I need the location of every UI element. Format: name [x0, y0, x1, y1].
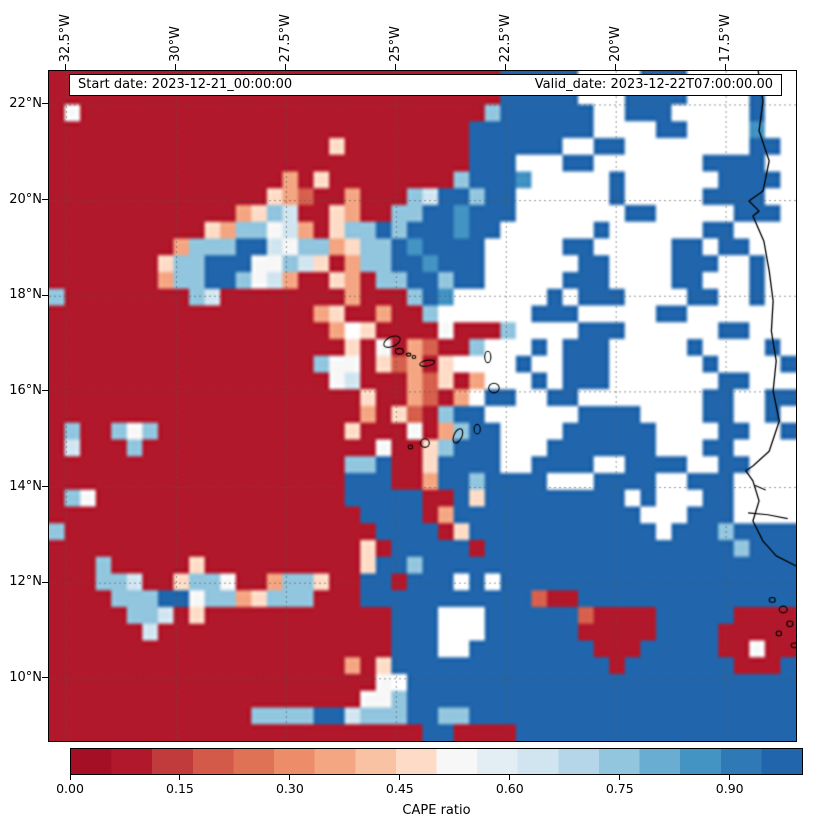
lon-tick-label: 30°W: [167, 0, 185, 62]
colorbar: [70, 748, 803, 775]
lon-tick-label: 32.5°W: [57, 0, 75, 62]
lon-tick-label-text: 20°W: [607, 26, 623, 62]
colorbar-tick: [509, 775, 511, 780]
colorbar-tick: [179, 775, 181, 780]
colorbar-tick-label: 0.00: [56, 781, 84, 796]
lat-tick-label: 16°N: [9, 382, 42, 398]
lon-tick-label: 20°W: [606, 0, 624, 62]
lon-tick-label-text: 27.5°W: [277, 13, 293, 62]
lon-tick-label: 27.5°W: [276, 0, 294, 62]
colorbar-tick: [69, 775, 71, 780]
colorbar-tick: [619, 775, 621, 780]
lon-tick-label: 17.5°W: [716, 0, 734, 62]
lon-tick-label-text: 17.5°W: [717, 13, 733, 62]
colorbar-tick: [289, 775, 291, 780]
lat-tick-label: 22°N: [9, 95, 42, 111]
lon-tick-label-text: 25°W: [387, 26, 403, 62]
lon-tick-label: 22.5°W: [496, 0, 514, 62]
colorbar-tick: [399, 775, 401, 780]
start-date-annotation: Start date: 2023-12-21_00:00:00: [78, 77, 293, 92]
annotation-strip: Start date: 2023-12-21_00:00:00 Valid_da…: [69, 74, 782, 96]
colorbar-tick-label: 0.30: [275, 781, 304, 796]
colorbar-tick-label: 0.75: [605, 781, 634, 796]
cape-ratio-heatmap-canvas: [49, 71, 796, 741]
map-plot: Start date: 2023-12-21_00:00:00 Valid_da…: [48, 70, 797, 742]
colorbar-tick: [729, 775, 731, 780]
colorbar-tick-label: 0.15: [166, 781, 194, 796]
lat-tick-label: 18°N: [9, 287, 42, 303]
colorbar-tick-label: 0.90: [715, 781, 744, 796]
colorbar-label: CAPE ratio: [402, 803, 471, 818]
lat-tick-label: 20°N: [9, 191, 42, 207]
colorbar-tick-label: 0.45: [385, 781, 414, 796]
colorbar-gradient: [71, 749, 802, 774]
lon-tick-label: 25°W: [386, 0, 404, 62]
lat-tick-label: 14°N: [9, 478, 42, 494]
valid-date-annotation: Valid_date: 2023-12-22T07:00:00.00: [534, 77, 773, 92]
lat-tick-label: 10°N: [9, 669, 42, 685]
lon-tick-label-text: 30°W: [168, 26, 183, 62]
lon-tick-label-text: 22.5°W: [497, 13, 513, 62]
lat-tick-label: 12°N: [9, 574, 42, 590]
colorbar-tick-label: 0.60: [495, 781, 524, 796]
lon-tick-label-text: 32.5°W: [58, 13, 74, 62]
